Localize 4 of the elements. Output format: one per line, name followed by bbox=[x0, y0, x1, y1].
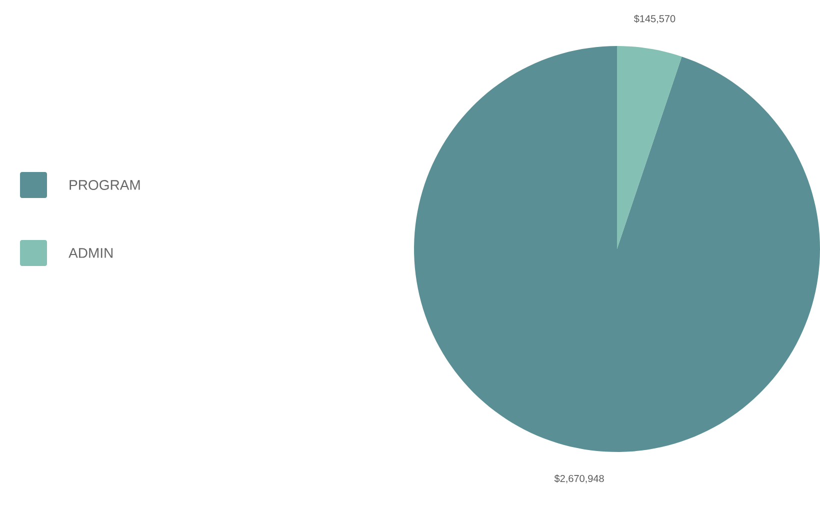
legend-label: PROGRAM bbox=[70, 180, 140, 190]
data-label: $2,670,948 bbox=[554, 474, 604, 484]
data-label: $145,570 bbox=[634, 14, 676, 24]
legend-label: ADMIN bbox=[68, 248, 113, 258]
